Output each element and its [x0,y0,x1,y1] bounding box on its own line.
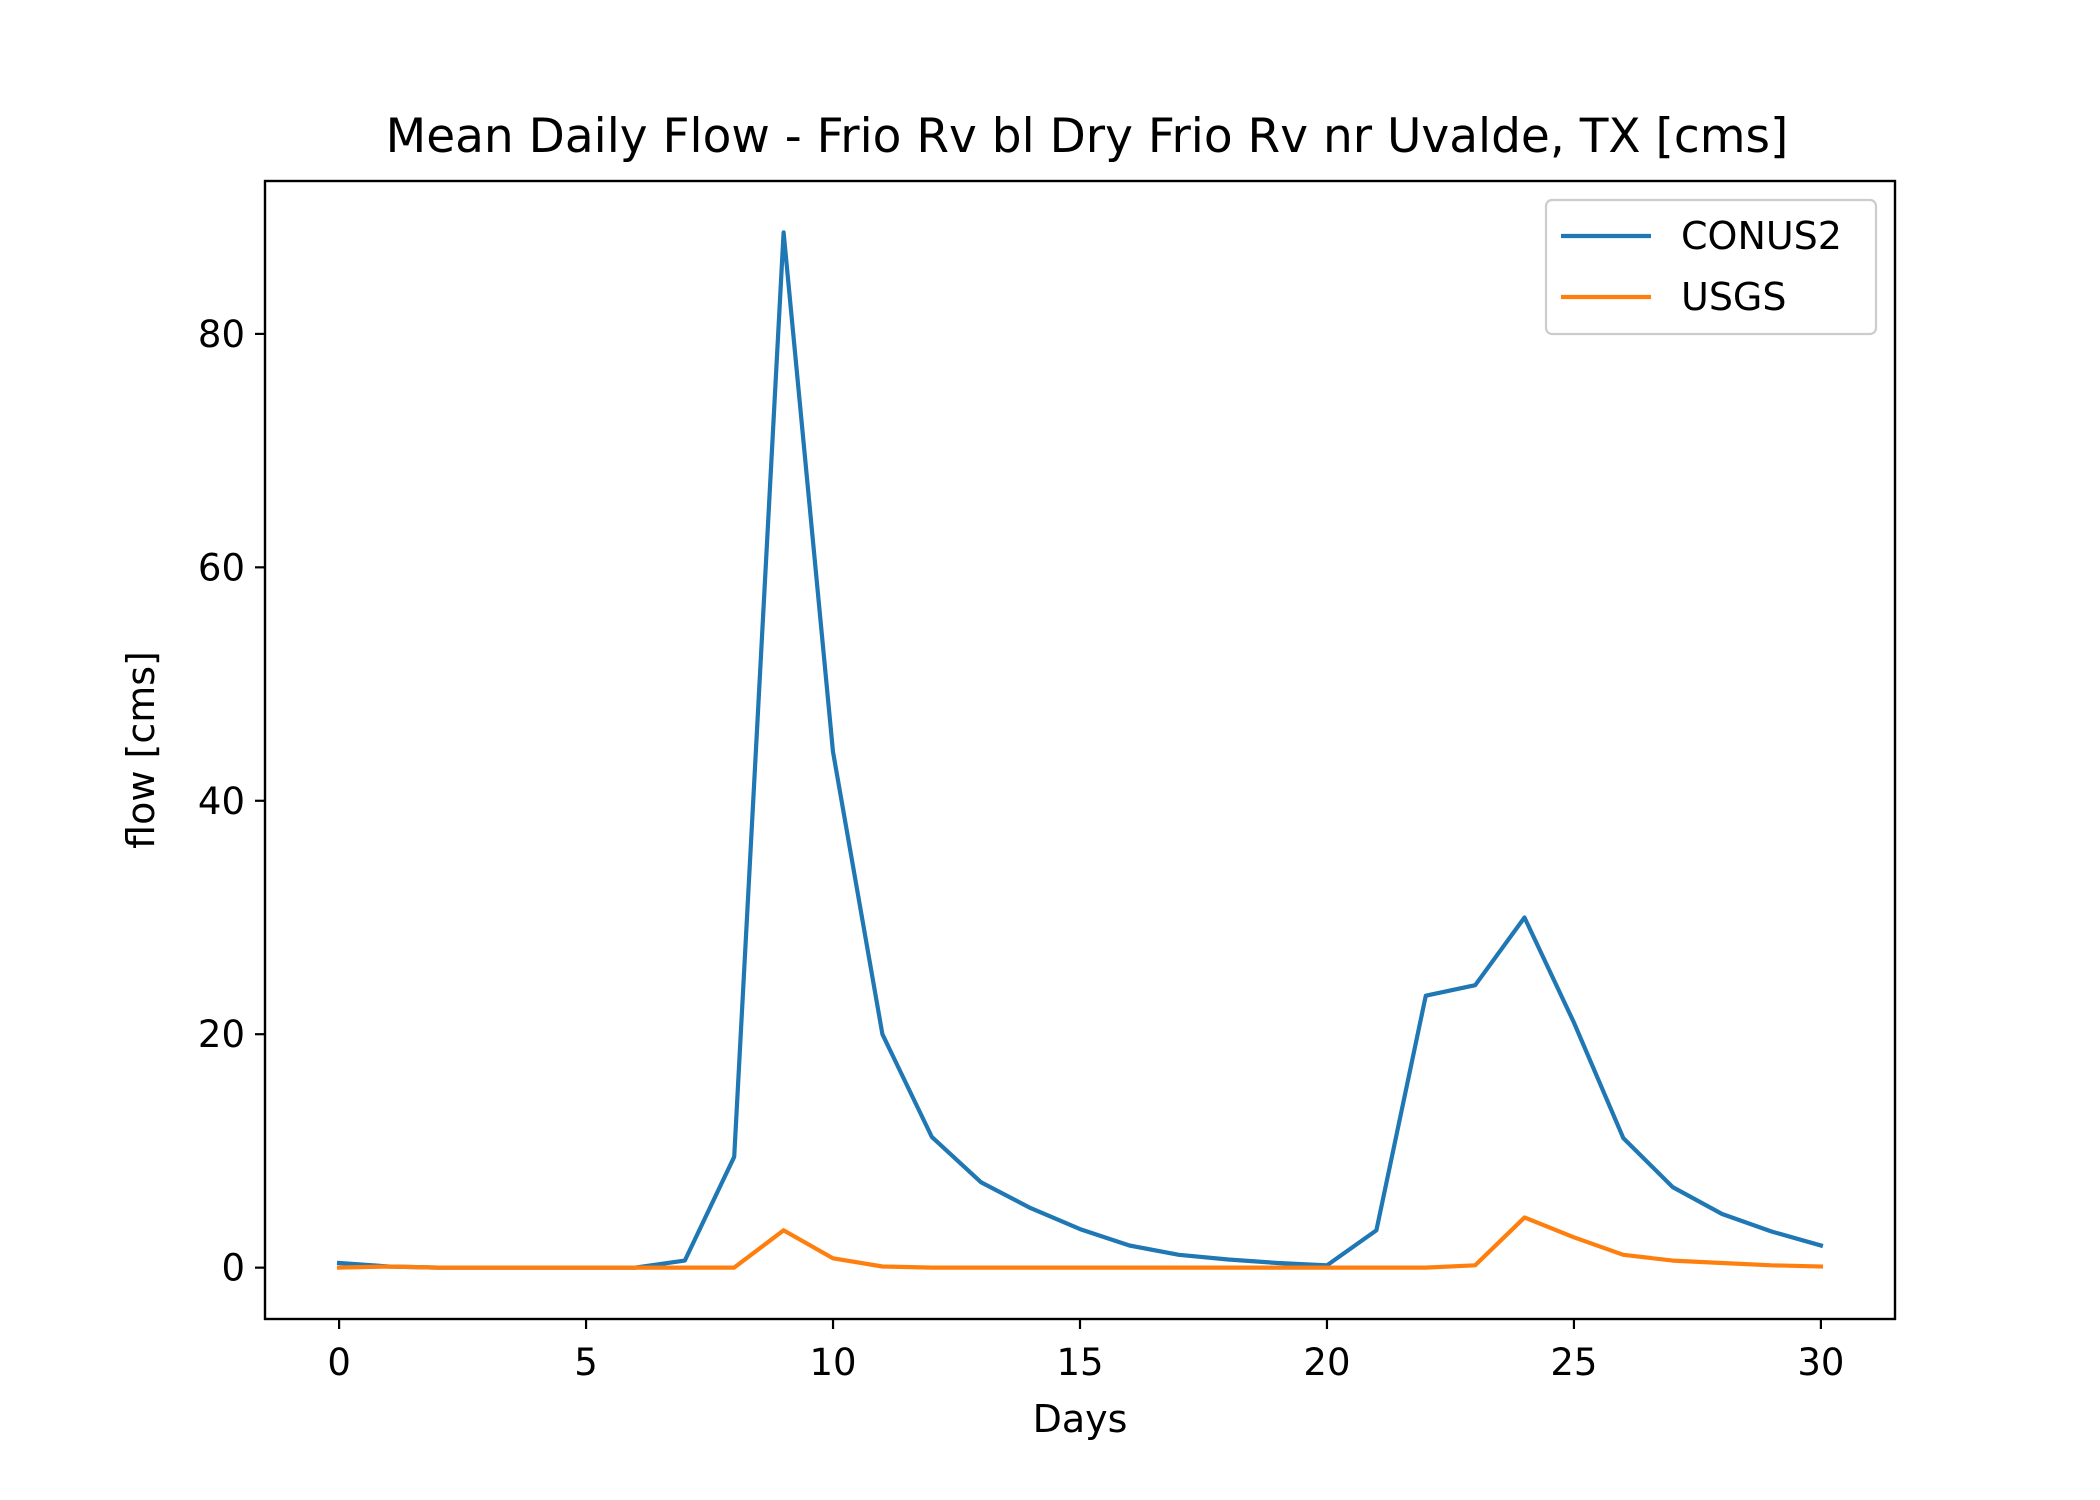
series-layer [336,230,1824,1270]
x-tick-label: 10 [809,1341,856,1384]
x-tick-label: 30 [1797,1341,1844,1384]
y-tick-label: 20 [198,1013,245,1056]
chart-title: Mean Daily Flow - Frio Rv bl Dry Frio Rv… [386,109,1789,164]
x-axis-label: Days [1033,1397,1128,1441]
legend: CONUS2 USGS [1544,198,1878,336]
y-tick-label: 0 [221,1247,245,1290]
x-tick-label: 20 [1303,1341,1350,1384]
x-tick-label: 15 [1056,1341,1103,1384]
legend-box [1544,198,1878,336]
y-axis-ticks: 0 20 40 60 80 [198,313,265,1290]
x-axis-ticks: 0 5 10 15 20 25 30 [327,1319,1844,1384]
y-tick-label: 40 [198,780,245,823]
y-tick-label: 80 [198,313,245,356]
series-line-usgs [336,1215,1824,1270]
y-tick-label: 60 [198,546,245,589]
x-tick-label: 0 [327,1341,351,1384]
x-tick-label: 5 [574,1341,598,1384]
legend-label-usgs: USGS [1681,275,1787,319]
legend-label-conus2: CONUS2 [1681,214,1842,258]
y-axis-label: flow [cms] [119,651,163,849]
x-tick-label: 25 [1550,1341,1597,1384]
